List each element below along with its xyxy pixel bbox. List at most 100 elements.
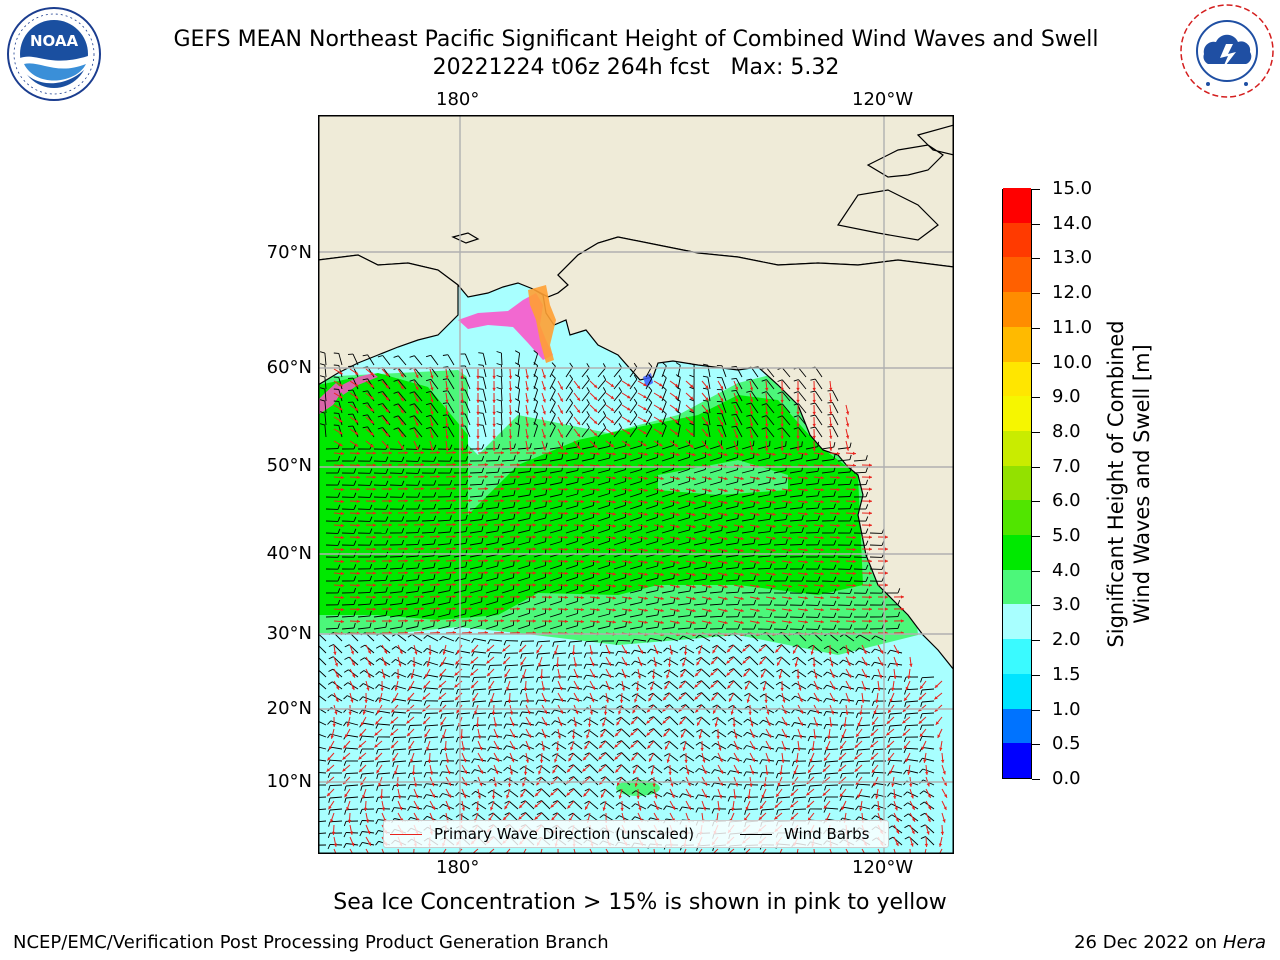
wave-direction-arrowhead (400, 397, 404, 402)
wind-barb-flag (632, 752, 638, 756)
wind-barb-flag (409, 427, 415, 430)
wave-direction-arrowhead (720, 446, 724, 450)
wave-direction-arrowhead (385, 384, 389, 389)
wind-barb-flag (519, 777, 525, 781)
wave-direction-arrowhead (863, 674, 867, 678)
wind-barb-flag (689, 410, 695, 414)
wind-barb-flag (359, 809, 363, 815)
wind-barb (549, 482, 562, 486)
wave-direction-arrowhead (354, 371, 359, 375)
wave-direction-arrowhead (420, 535, 424, 539)
wind-barb-flag (568, 752, 574, 756)
wave-direction-arrowhead (829, 411, 833, 415)
wind-barb-flag (679, 657, 685, 662)
wave-direction-arrowhead (836, 547, 840, 552)
wave-direction-arrowhead (404, 463, 408, 467)
wave-direction-arrowhead (370, 372, 374, 376)
wind-barb (827, 658, 839, 666)
wave-direction-arrowhead (340, 583, 344, 588)
wind-barb (613, 601, 626, 606)
wind-barb-flag (455, 637, 459, 642)
wave-direction-arrowhead (339, 443, 343, 447)
wave-direction-arrowhead (468, 463, 472, 467)
wave-direction-arrowhead (340, 499, 344, 504)
wind-barb (645, 577, 658, 582)
wind-barb (533, 470, 546, 474)
wave-direction-arrowhead (596, 572, 600, 576)
wave-direction-arrowhead (354, 431, 359, 435)
wave-direction-arrowhead (607, 662, 611, 666)
wave-direction-arrowhead (884, 619, 888, 623)
wave-direction-arrowhead (767, 722, 771, 726)
wind-barb-flag (433, 597, 436, 603)
wave-direction-arrowhead (596, 488, 600, 492)
wind-barb-flag (721, 537, 724, 543)
wave-direction-arrowhead (784, 722, 787, 726)
wind-barb (761, 808, 775, 811)
wind-barb-flag (615, 789, 621, 793)
wind-barb-flag (425, 414, 432, 418)
wave-direction-arrowhead (452, 619, 456, 623)
wave-direction-arrowhead (847, 686, 851, 690)
wave-direction-arrowhead (628, 488, 632, 492)
wind-barb (645, 516, 658, 522)
wave-direction-arrowhead (627, 443, 631, 447)
wind-barb-flag (583, 664, 587, 669)
wind-barb-flag (903, 676, 907, 682)
wind-barb-flag (695, 807, 699, 813)
wind-barb (837, 496, 851, 498)
wind-barb (382, 415, 391, 426)
wind-barb (717, 668, 727, 678)
wind-barb (430, 427, 439, 438)
wind-barb (581, 415, 590, 426)
wind-barb-flag (449, 585, 452, 591)
wind-barb (464, 353, 471, 366)
wave-direction-arrowhead (436, 499, 440, 503)
wind-barb (629, 457, 642, 462)
wind-barb-flag (569, 362, 573, 368)
wave-direction-arrowhead (484, 487, 488, 491)
wave-direction-arrowhead (628, 608, 632, 612)
wave-direction-arrowhead (580, 571, 584, 576)
wind-barb-flag (731, 425, 737, 428)
wave-direction-arrowhead (674, 407, 679, 411)
wave-direction-arrowhead (454, 684, 458, 688)
wind-barb (500, 424, 503, 438)
wave-direction-arrowhead (765, 411, 769, 415)
wind-barb-flag (871, 815, 876, 820)
wind-barb (766, 367, 775, 378)
wind-barb-flag (801, 490, 804, 496)
wind-barb-flag (343, 821, 347, 827)
wind-barb-flag (417, 621, 419, 627)
wind-barb-flag (513, 455, 516, 461)
wave-direction-arrowhead (920, 685, 924, 689)
wind-barb-flag (746, 378, 752, 381)
wind-barb-flag (833, 624, 837, 630)
wave-direction-arrowhead (559, 398, 563, 402)
wind-barb-flag (471, 790, 476, 795)
wind-barb-flag (327, 760, 331, 765)
wave-direction-arrowhead (724, 608, 728, 613)
wave-direction-arrowhead (660, 548, 664, 552)
wind-barb (329, 820, 343, 823)
wind-barb-flag (663, 636, 667, 642)
wind-barb (715, 633, 727, 642)
wind-barb (581, 427, 590, 438)
wave-direction-arrowhead (676, 488, 680, 493)
wind-barb-flag (497, 525, 500, 531)
wave-direction-arrowhead (388, 607, 392, 611)
wave-direction-arrowhead (836, 571, 840, 576)
wind-barb (666, 636, 679, 642)
wind-barb-flag (337, 611, 341, 617)
wind-barb (677, 590, 690, 594)
wind-barb (565, 529, 578, 534)
wave-direction-arrowhead (445, 447, 449, 451)
wind-barb-flag (791, 669, 797, 674)
wind-barb-flag (520, 653, 523, 659)
wind-barb (397, 355, 407, 366)
wind-barb (661, 444, 674, 450)
wind-barb (709, 444, 722, 450)
wave-direction-arrowhead (400, 433, 404, 438)
wind-barb (482, 413, 487, 426)
wind-barb (333, 644, 343, 654)
